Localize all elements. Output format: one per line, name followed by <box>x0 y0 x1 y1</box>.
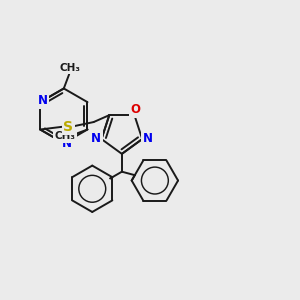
Text: N: N <box>62 137 72 150</box>
Text: CH₃: CH₃ <box>59 63 80 73</box>
Text: N: N <box>142 132 153 145</box>
Text: O: O <box>130 103 140 116</box>
Text: CH₃: CH₃ <box>54 131 75 141</box>
Text: N: N <box>38 94 47 107</box>
Text: S: S <box>63 119 74 134</box>
Text: N: N <box>91 132 101 145</box>
